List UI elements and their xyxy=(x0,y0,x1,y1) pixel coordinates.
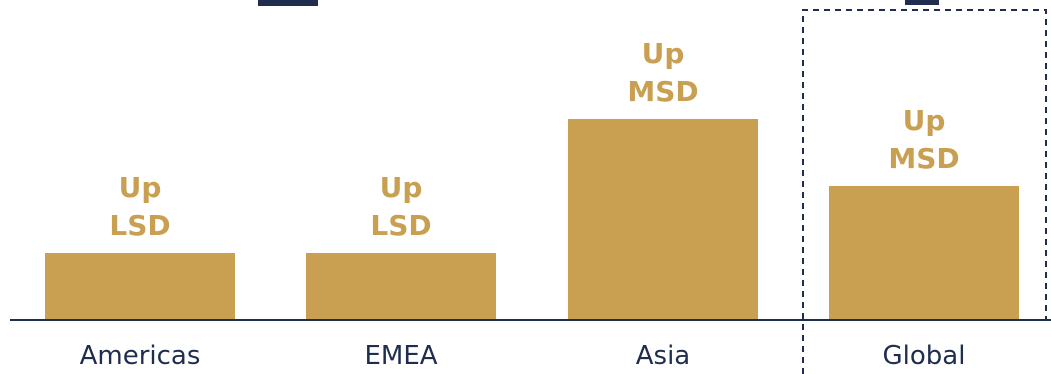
bar-asia xyxy=(568,119,758,320)
bar-data-label-global-1: Up xyxy=(903,104,946,137)
category-labels-group: Americas EMEA Asia Global xyxy=(80,341,966,371)
title-fragment xyxy=(258,0,939,6)
bar-americas xyxy=(45,253,235,320)
bar-emea xyxy=(306,253,496,320)
bar-data-label-americas-1: Up xyxy=(119,171,162,204)
category-label-global: Global xyxy=(883,341,966,371)
category-label-emea: EMEA xyxy=(364,341,437,371)
global-highlight-border xyxy=(802,9,1047,374)
bar-data-label-emea-2: LSD xyxy=(370,209,431,242)
category-label-asia: Asia xyxy=(636,341,691,371)
bar-data-label-asia-2: MSD xyxy=(627,75,698,108)
bars-group xyxy=(45,119,1019,320)
bar-data-label-emea-1: Up xyxy=(380,171,423,204)
bar-data-label-asia-1: Up xyxy=(642,37,685,70)
bar-labels-group: Up LSD Up LSD Up MSD Up MSD xyxy=(109,37,959,242)
category-label-americas: Americas xyxy=(80,341,201,371)
bar-global xyxy=(829,186,1019,320)
bar-data-label-americas-2: LSD xyxy=(109,209,170,242)
bar-data-label-global-2: MSD xyxy=(888,142,959,175)
